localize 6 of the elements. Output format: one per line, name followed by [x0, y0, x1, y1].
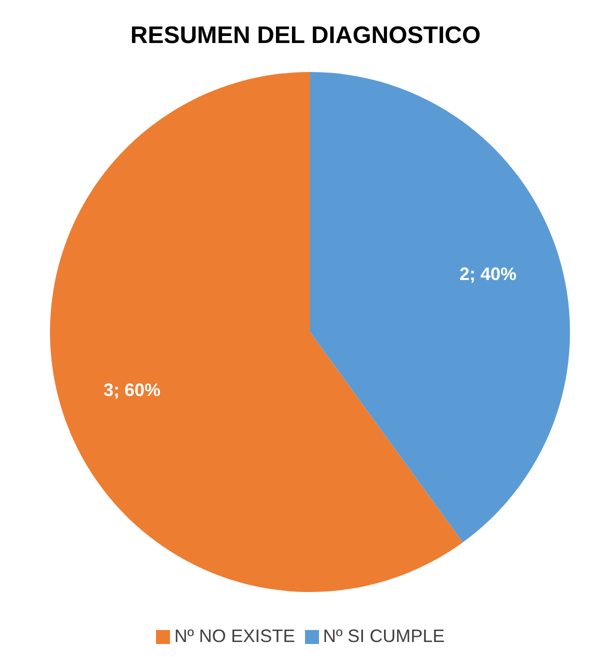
chart-title: RESUMEN DEL DIAGNOSTICO: [129, 21, 482, 51]
legend-label: Nº SI CUMPLE: [323, 626, 445, 646]
data-label: 3; 60%: [103, 380, 160, 400]
legend-label: Nº NO EXISTE: [174, 626, 295, 646]
data-label: 2; 40%: [460, 264, 517, 284]
pie-slice: [310, 72, 570, 542]
